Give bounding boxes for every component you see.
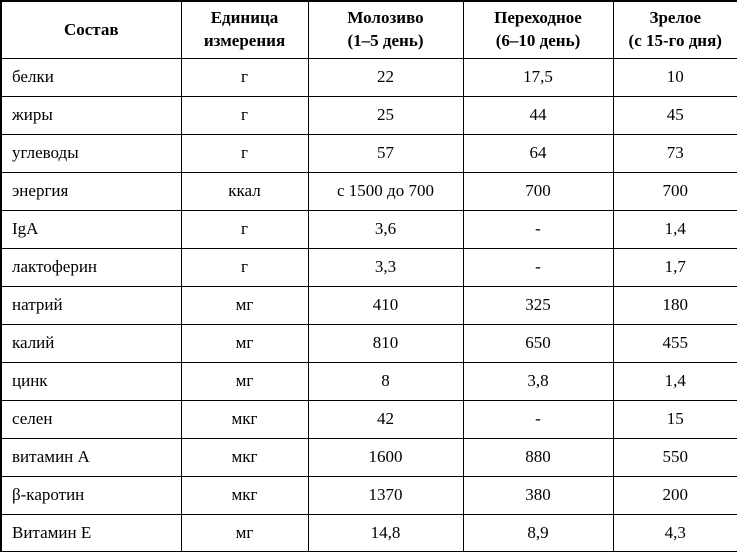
table-row: β-каротин мкг 1370 380 200 bbox=[0, 475, 737, 515]
value-cell: 700 bbox=[612, 171, 737, 211]
table-row: цинк мг 8 3,8 1,4 bbox=[0, 361, 737, 401]
component-name-cell: белки bbox=[0, 57, 182, 97]
table-row: селен мкг 42-15 bbox=[0, 399, 737, 439]
component-name-cell: селен bbox=[0, 399, 182, 439]
component-name-cell: β-каротин bbox=[0, 475, 182, 515]
value-cell: 380 bbox=[462, 475, 614, 515]
value-cell: 8 bbox=[307, 361, 464, 401]
value-cell: 3,8 bbox=[462, 361, 614, 401]
table-row: натрий мг 410 325 180 bbox=[0, 285, 737, 325]
value-cell: 650 bbox=[462, 323, 614, 363]
value-cell: 17,5 bbox=[462, 57, 614, 97]
value-cell: мкг bbox=[180, 399, 309, 439]
value-cell: 1600 bbox=[307, 437, 464, 477]
value-cell: 410 bbox=[307, 285, 464, 325]
component-name-cell: цинк bbox=[0, 361, 182, 401]
value-cell: мкг bbox=[180, 475, 309, 515]
value-cell: 10 bbox=[612, 57, 737, 97]
component-name-cell: углеводы bbox=[0, 133, 182, 173]
column-header-mature: Зрелое (с 15-го дня) bbox=[612, 0, 737, 59]
value-cell: - bbox=[462, 399, 614, 439]
value-cell: 880 bbox=[462, 437, 614, 477]
value-cell: 15 bbox=[612, 399, 737, 439]
value-cell: мг bbox=[180, 323, 309, 363]
value-cell: 200 bbox=[612, 475, 737, 515]
value-cell: 8,9 bbox=[462, 513, 614, 552]
value-cell: 45 bbox=[612, 95, 737, 135]
value-cell: 25 bbox=[307, 95, 464, 135]
value-cell: г bbox=[180, 57, 309, 97]
value-cell: 700 bbox=[462, 171, 614, 211]
value-cell: 1,7 bbox=[612, 247, 737, 287]
value-cell: г bbox=[180, 247, 309, 287]
value-cell: 22 bbox=[307, 57, 464, 97]
value-cell: ккал bbox=[180, 171, 309, 211]
component-name-cell: витамин А bbox=[0, 437, 182, 477]
value-cell: г bbox=[180, 209, 309, 249]
value-cell: г bbox=[180, 95, 309, 135]
component-name-cell: калий bbox=[0, 323, 182, 363]
table-row: IgA г 3,6-1,4 bbox=[0, 209, 737, 249]
value-cell: 42 bbox=[307, 399, 464, 439]
value-cell: 325 bbox=[462, 285, 614, 325]
value-cell: 455 bbox=[612, 323, 737, 363]
value-cell: 1,4 bbox=[612, 209, 737, 249]
value-cell: г bbox=[180, 133, 309, 173]
value-cell: 4,3 bbox=[612, 513, 737, 552]
value-cell: мкг bbox=[180, 437, 309, 477]
column-header-transitional: Переходное (6–10 день) bbox=[462, 0, 614, 59]
value-cell: 1,4 bbox=[612, 361, 737, 401]
component-name-cell: энергия bbox=[0, 171, 182, 211]
value-cell: 550 bbox=[612, 437, 737, 477]
table-body: белки г 22 17,5 10 жиры г 25 44 45 углеводы г 57 64 73… bbox=[0, 57, 737, 552]
value-cell: - bbox=[462, 209, 614, 249]
column-header-unit: Единица измерения bbox=[180, 0, 309, 59]
component-name-cell: лактоферин bbox=[0, 247, 182, 287]
value-cell: 810 bbox=[307, 323, 464, 363]
value-cell: 1370 bbox=[307, 475, 464, 515]
value-cell: 57 bbox=[307, 133, 464, 173]
table-row: энергия ккал с 1500 до 700 700 700 bbox=[0, 171, 737, 211]
table-row: углеводы г 57 64 73 bbox=[0, 133, 737, 173]
value-cell: мг bbox=[180, 285, 309, 325]
column-header-composition: Состав bbox=[0, 0, 182, 59]
value-cell: мг bbox=[180, 361, 309, 401]
component-name-cell: жиры bbox=[0, 95, 182, 135]
value-cell: - bbox=[462, 247, 614, 287]
component-name-cell: IgA bbox=[0, 209, 182, 249]
value-cell: с 1500 до 700 bbox=[307, 171, 464, 211]
value-cell: 3,3 bbox=[307, 247, 464, 287]
value-cell: 14,8 bbox=[307, 513, 464, 552]
table-row: белки г 22 17,5 10 bbox=[0, 57, 737, 97]
value-cell: 44 bbox=[462, 95, 614, 135]
table-row: лактоферин г 3,3-1,7 bbox=[0, 247, 737, 287]
value-cell: 180 bbox=[612, 285, 737, 325]
component-name-cell: натрий bbox=[0, 285, 182, 325]
value-cell: мг bbox=[180, 513, 309, 552]
table-row: калий мг 810 650 455 bbox=[0, 323, 737, 363]
component-name-cell: Витамин Е bbox=[0, 513, 182, 552]
value-cell: 64 bbox=[462, 133, 614, 173]
table-row: жиры г 25 44 45 bbox=[0, 95, 737, 135]
value-cell: 73 bbox=[612, 133, 737, 173]
header-row: Состав Единица измерения Молозиво (1–5 д… bbox=[0, 0, 737, 59]
column-header-colostrum: Молозиво (1–5 день) bbox=[307, 0, 464, 59]
value-cell: 3,6 bbox=[307, 209, 464, 249]
